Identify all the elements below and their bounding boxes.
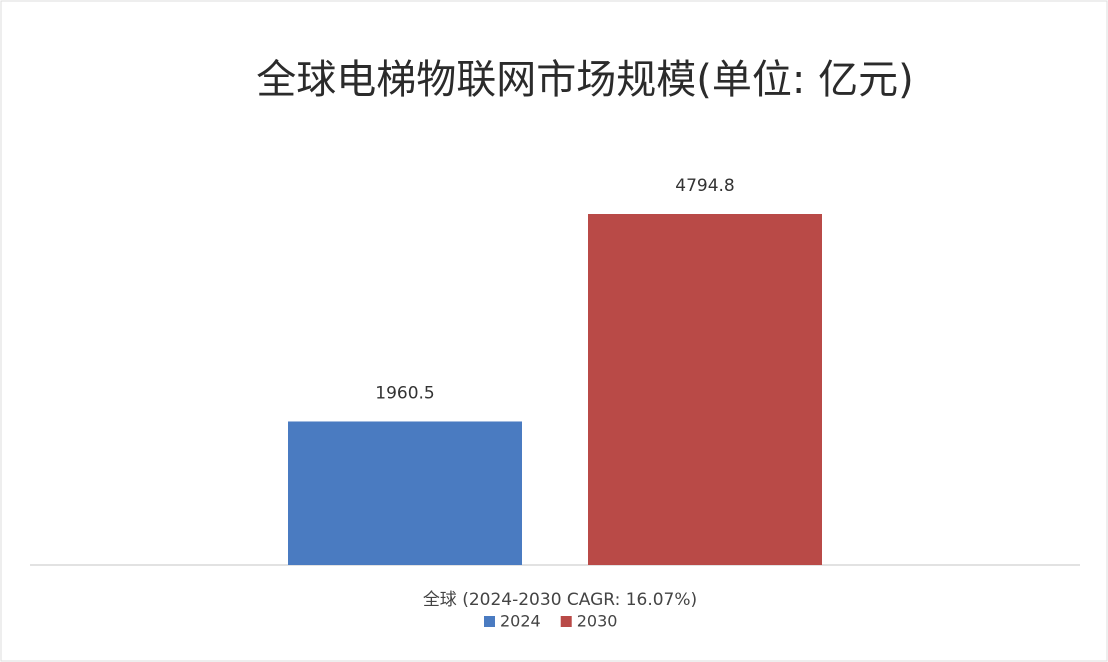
bar <box>588 214 822 565</box>
legend-swatch <box>560 616 572 627</box>
x-tick-label: 全球 (2024-2030 CAGR: 16.07%) <box>423 590 697 610</box>
legend-label: 2030 <box>577 612 618 631</box>
legend-label: 2024 <box>500 612 541 631</box>
chart-title: 全球电梯物联网市场规模(单位: 亿元) <box>256 57 913 103</box>
data-label: 1960.5 <box>375 383 434 403</box>
legend-swatch <box>484 616 495 627</box>
data-label: 4794.8 <box>675 176 734 196</box>
bar <box>288 421 522 565</box>
